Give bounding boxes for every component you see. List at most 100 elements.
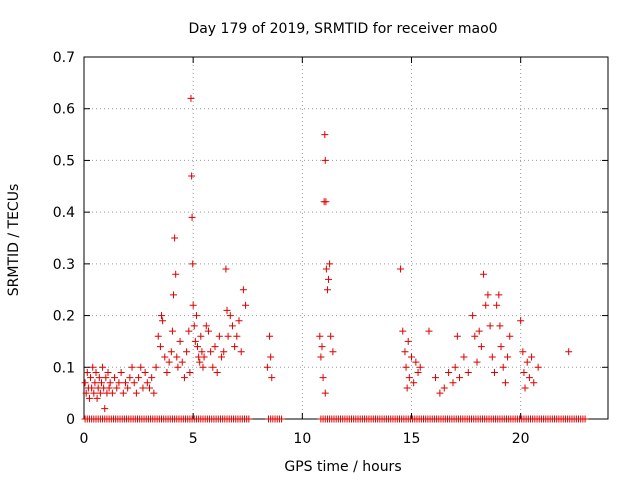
data-point [183, 348, 191, 356]
data-point [161, 353, 169, 361]
data-point [108, 389, 116, 397]
data-point [404, 337, 412, 345]
chart-title: Day 179 of 2019, SRMTID for receiver mao… [188, 21, 497, 37]
data-point [242, 301, 250, 309]
data-point [327, 332, 335, 340]
data-point [449, 379, 457, 387]
data-point [128, 363, 136, 371]
data-point [111, 374, 119, 382]
data-point [233, 332, 241, 340]
data-point [97, 379, 105, 387]
data-point [401, 348, 409, 356]
data-point [237, 348, 245, 356]
data-point [316, 332, 324, 340]
data-point [93, 394, 101, 402]
data-point [397, 265, 405, 273]
data-point [520, 368, 528, 376]
data-point [436, 389, 444, 397]
data-point [490, 368, 498, 376]
data-point [165, 358, 173, 366]
data-point [402, 363, 410, 371]
data-point [192, 312, 200, 320]
axis-ticks: 0 0.1 0.2 0.3 0.4 0.5 0.6 0.7 0 5 10 15 20 [53, 50, 608, 447]
data-point [321, 389, 329, 397]
data-point [170, 291, 178, 299]
data-point [197, 332, 205, 340]
data-point [218, 353, 226, 361]
data-point [158, 312, 166, 320]
data-point [506, 332, 514, 340]
data-point [534, 363, 542, 371]
data-point [87, 374, 95, 382]
data-point [194, 343, 202, 351]
data-point [200, 353, 208, 361]
data-point [235, 317, 243, 325]
data-point [528, 353, 536, 361]
grid [84, 57, 608, 419]
data-point [148, 374, 156, 382]
data-point [207, 348, 215, 356]
data-point [156, 343, 164, 351]
data-point [188, 172, 196, 180]
data-point [202, 322, 210, 330]
data-point [263, 363, 271, 371]
data-point [199, 363, 207, 371]
data-point [525, 374, 533, 382]
data-point [226, 312, 234, 320]
data-point [488, 353, 496, 361]
data-point [245, 415, 253, 423]
data-point [211, 343, 219, 351]
data-point [486, 322, 494, 330]
x-axis-title: GPS time / hours [284, 459, 401, 475]
data-point [137, 363, 145, 371]
data-point [167, 348, 175, 356]
data-point [484, 291, 492, 299]
data-point [143, 379, 151, 387]
data-point [499, 363, 507, 371]
data-point [504, 353, 512, 361]
data-point [196, 358, 204, 366]
data-point [89, 363, 97, 371]
data-point [139, 384, 147, 392]
data-point [496, 322, 504, 330]
y-tick-label: 0.1 [53, 360, 75, 376]
x-tick-label: 15 [403, 431, 421, 447]
data-point [186, 368, 194, 376]
data-point [124, 384, 132, 392]
plot-frame [83, 56, 609, 420]
data-point [215, 332, 223, 340]
data-point [168, 327, 176, 335]
x-tick-label: 5 [189, 431, 198, 447]
data-point [416, 363, 424, 371]
data-point [174, 363, 182, 371]
x-tick-label: 0 [80, 431, 89, 447]
data-point [154, 332, 162, 340]
data-point [239, 286, 247, 294]
data-point [187, 94, 195, 102]
data-point [115, 379, 123, 387]
data-point [95, 374, 103, 382]
data-point [399, 327, 407, 335]
data-point [318, 343, 326, 351]
data-point [323, 286, 331, 294]
y-tick-label: 0.4 [53, 205, 75, 221]
data-point [432, 374, 440, 382]
data-point [150, 389, 158, 397]
data-point [414, 368, 422, 376]
y-tick-label: 0.5 [53, 153, 75, 169]
data-point [471, 332, 479, 340]
y-tick-label: 0.6 [53, 102, 75, 118]
data-point [329, 348, 337, 356]
data-point [146, 384, 153, 392]
data-point [519, 348, 527, 356]
data-point [482, 301, 490, 309]
data-point [91, 379, 99, 387]
data-point [135, 374, 143, 382]
data-point [185, 327, 193, 335]
data-point [456, 374, 464, 382]
data-point [189, 260, 197, 268]
data-point [523, 358, 531, 366]
data-point [222, 265, 230, 273]
data-point [191, 337, 199, 345]
data-point [228, 322, 236, 330]
